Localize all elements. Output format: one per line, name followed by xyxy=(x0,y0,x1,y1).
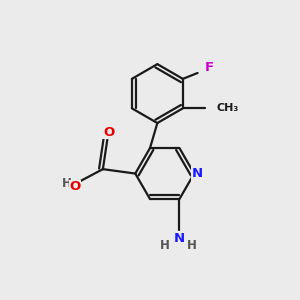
Text: H: H xyxy=(62,177,72,190)
Text: N: N xyxy=(174,232,185,245)
Text: O: O xyxy=(69,180,80,193)
Text: O: O xyxy=(103,126,114,139)
Text: N: N xyxy=(192,167,203,180)
Text: H: H xyxy=(187,239,197,252)
Text: CH₃: CH₃ xyxy=(217,103,239,113)
Text: F: F xyxy=(205,61,214,74)
Text: H: H xyxy=(160,239,170,252)
